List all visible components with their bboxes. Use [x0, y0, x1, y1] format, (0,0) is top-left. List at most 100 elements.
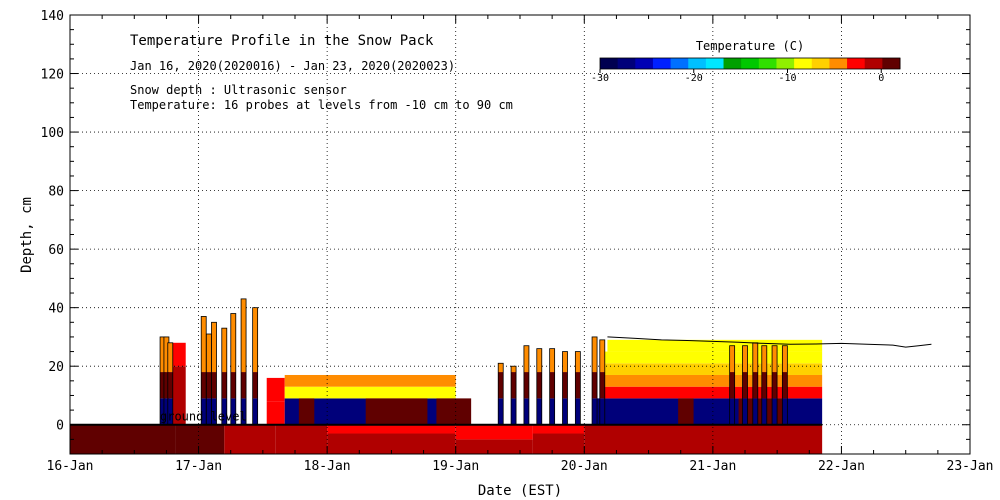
spike-segment	[241, 398, 247, 425]
temperature-spike	[752, 342, 759, 426]
spike-segment	[729, 345, 735, 373]
spike-segment	[549, 398, 555, 425]
temperature-cell	[224, 424, 276, 454]
colorbar-tick-label: -20	[685, 73, 703, 84]
y-tick-label: 20	[48, 360, 64, 375]
spike-segment	[562, 372, 568, 399]
spike-segment	[160, 398, 166, 425]
y-tick-label: 80	[48, 185, 64, 200]
temperature-cell	[603, 374, 823, 387]
colorbar-tick-label: 0	[878, 73, 884, 84]
spike-segment	[160, 336, 166, 373]
spike-segment	[536, 348, 542, 373]
spike-segment	[221, 372, 227, 399]
spike-segment	[523, 398, 529, 425]
temperature-cell	[532, 433, 585, 454]
spike-segment	[742, 398, 748, 425]
colorbar-swatch	[635, 58, 654, 69]
spike-segment	[163, 336, 169, 373]
temperature-spikes	[159, 298, 788, 426]
x-tick-label: 18-Jan	[304, 459, 351, 474]
spike-segment	[575, 372, 581, 399]
spike-segment	[252, 398, 258, 425]
spike-segment	[599, 398, 605, 425]
annotation-temperature: Temperature: 16 probes at levels from -1…	[130, 98, 513, 112]
temperature-spike	[591, 336, 598, 426]
spike-segment	[782, 345, 788, 373]
y-tick-label: 120	[41, 68, 64, 83]
spike-segment	[511, 398, 517, 425]
spike-segment	[599, 339, 605, 373]
spike-segment	[252, 372, 258, 399]
spike-segment	[729, 372, 735, 399]
colorbar-swatch	[794, 58, 813, 69]
temperature-cell	[365, 398, 428, 425]
spike-segment	[761, 345, 767, 373]
colorbar-swatch	[864, 58, 883, 69]
y-tick-label: 0	[56, 419, 64, 434]
spike-segment	[498, 398, 504, 425]
spike-segment	[498, 363, 504, 373]
spike-segment	[241, 298, 247, 373]
spike-segment	[211, 322, 217, 373]
y-tick-label: 100	[41, 126, 64, 141]
annotation-snow-depth: Snow depth : Ultrasonic sensor	[130, 83, 347, 97]
y-tick-label: 40	[48, 302, 64, 317]
x-tick-label: 16-Jan	[47, 459, 94, 474]
temperature-cell	[603, 351, 823, 364]
spike-segment	[241, 372, 247, 399]
spike-segment	[252, 307, 258, 373]
spike-segment	[599, 372, 605, 399]
spike-segment	[761, 372, 767, 399]
temperature-spike	[240, 298, 247, 426]
spike-segment	[575, 351, 581, 373]
y-axis-ticks: 0 20 40 60 80 100 120 140	[41, 9, 970, 455]
temperature-cell	[284, 374, 456, 387]
temperature-cell	[678, 398, 694, 425]
spike-segment	[167, 398, 173, 425]
y-tick-label: 60	[48, 243, 64, 258]
x-tick-label: 23-Jan	[947, 459, 994, 474]
spike-segment	[549, 372, 555, 399]
spike-segment	[729, 398, 735, 425]
temperature-spike	[200, 316, 207, 426]
spike-segment	[761, 398, 767, 425]
spike-segment	[163, 372, 169, 399]
spike-segment	[511, 366, 517, 373]
spike-segment	[536, 372, 542, 399]
temperature-spike	[562, 351, 568, 426]
spike-segment	[772, 372, 778, 399]
colorbar-swatch	[670, 58, 689, 69]
temperature-cell	[70, 424, 176, 454]
spike-segment	[523, 372, 529, 399]
temperature-spike	[729, 345, 736, 426]
colorbar-swatch	[600, 58, 619, 69]
temperature-cell	[455, 439, 533, 454]
temperature-spike	[510, 365, 517, 426]
x-tick-label: 20-Jan	[561, 459, 608, 474]
colorbar-swatch	[847, 58, 866, 69]
spike-segment	[562, 398, 568, 425]
temperature-spike	[536, 348, 543, 426]
spike-segment	[523, 345, 529, 373]
colorbar-swatch	[617, 58, 636, 69]
temperature-cell	[266, 377, 285, 402]
x-tick-label: 22-Jan	[818, 459, 865, 474]
temperature-spike	[742, 345, 748, 426]
spike-segment	[211, 372, 217, 399]
spike-segment	[549, 348, 555, 373]
spike-segment	[752, 398, 758, 425]
spike-segment	[201, 316, 207, 373]
chart-subtitle: Jan 16, 2020(2020016) - Jan 23, 2020(202…	[130, 59, 455, 73]
spike-segment	[167, 372, 173, 399]
y-tick-label: 140	[41, 9, 64, 24]
colorbar-swatch	[652, 58, 672, 69]
spike-segment	[592, 336, 598, 373]
temperature-spike	[230, 313, 237, 426]
temperature-cell	[455, 424, 533, 440]
temperature-spike	[761, 345, 768, 426]
temperature-cell	[266, 401, 285, 425]
temperature-cell	[603, 386, 823, 399]
spike-segment	[160, 372, 166, 399]
